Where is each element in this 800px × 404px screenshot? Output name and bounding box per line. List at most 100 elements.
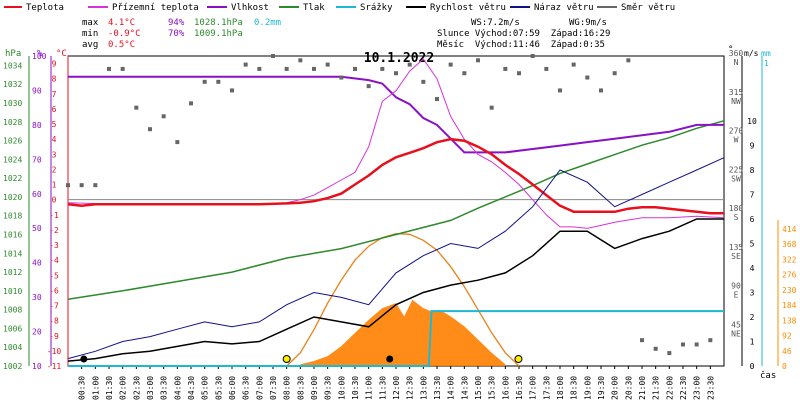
hpa-tick-label: 1016: [3, 230, 22, 239]
moonset-marker: [80, 355, 88, 363]
dir-deg-label: 225: [729, 165, 744, 174]
temp-tick-label: 9: [52, 60, 57, 69]
wind-dir-point: [284, 66, 289, 71]
pct-tick-label: 100: [32, 52, 47, 61]
wind-dir-point: [148, 127, 152, 132]
wind-dir-point: [626, 58, 631, 63]
wind-dir-point: [530, 54, 535, 58]
hpa-tick-label: 1012: [3, 268, 22, 277]
hpa-tick-label: 1030: [3, 99, 22, 108]
legend-naraz-vetru: Náraz větru: [534, 3, 594, 13]
wind-dir-point: [503, 66, 508, 71]
ms-tick-label: 5: [750, 239, 755, 248]
stat-avg-temp: 0.5°C: [108, 40, 135, 50]
hpa-tick-label: 1010: [3, 287, 22, 296]
temp-tick-label: -4: [49, 256, 59, 265]
wind-dir-point: [189, 101, 193, 106]
rad-tick-label: 92: [782, 332, 792, 341]
legend: Teplota Přízemní teplota Vlhkost Tlak Sr…: [4, 3, 675, 13]
sun-curve: [286, 232, 520, 367]
time-tick-label: 21:30: [652, 376, 661, 400]
series-prizemni-teplota: [67, 58, 725, 229]
wind-dir-point: [271, 54, 275, 58]
time-tick-label: 00:30: [78, 376, 87, 400]
time-tick-label: 13:00: [419, 376, 428, 400]
wind-dir-point: [243, 62, 248, 67]
time-tick-label: 17:30: [542, 376, 551, 400]
wind-dir-point: [517, 71, 521, 76]
wind-dir-point: [694, 342, 699, 347]
hpa-tick-label: 1026: [3, 137, 22, 146]
hpa-tick-label: 1028: [3, 118, 22, 127]
temp-tick-label: -7: [49, 302, 59, 311]
time-tick-label: 17:00: [529, 376, 538, 400]
axis-hpa-unit: hPa: [5, 49, 21, 59]
rad-tick-label: 414: [782, 225, 797, 234]
stats-block: max 4.1°C 94% 1028.1hPa 0.2mm min -0.9°C…: [82, 18, 610, 50]
wind-dir-point: [230, 88, 234, 93]
stat-max-label: max: [82, 18, 99, 28]
ms-tick-label: 10: [747, 117, 757, 126]
axis-c-unit: °C: [56, 49, 67, 59]
time-tick-label: 13:30: [433, 376, 442, 400]
stat-max-temp: 4.1°C: [108, 18, 135, 28]
hpa-tick-label: 1024: [3, 155, 22, 164]
time-tick-label: 23:30: [706, 376, 715, 400]
hpa-tick-label: 1008: [3, 306, 22, 315]
time-tick-label: 08:00: [283, 376, 292, 400]
pct-tick-label: 10: [32, 362, 42, 371]
chart-title: 10.1.2022: [364, 51, 434, 66]
time-tick-label: 23:00: [693, 376, 702, 400]
series-srazky: [68, 310, 724, 367]
temp-tick-label: 7: [52, 90, 57, 99]
ms-tick-label: 2: [750, 313, 755, 322]
rad-tick-label: 368: [782, 240, 797, 249]
legend-tlak: Tlak: [303, 3, 325, 13]
time-tick-label: 04:30: [187, 376, 196, 400]
axis-time-unit: čas: [760, 370, 776, 381]
pct-tick-label: 80: [32, 121, 42, 130]
stat-sun: Slunce Východ:07:59 Západ:16:29: [437, 29, 610, 39]
series-teplota: [67, 137, 724, 215]
time-tick-label: 09:00: [310, 376, 319, 400]
time-tick-label: 01:00: [91, 376, 100, 400]
wind-dir-point: [544, 66, 549, 71]
series-tlak: [67, 120, 725, 301]
wind-dir-point: [681, 342, 685, 347]
legend-vlhkost: Vlhkost: [231, 3, 269, 13]
wind-dir-point: [93, 183, 98, 188]
time-tick-label: 21:00: [638, 376, 647, 400]
temp-tick-label: -5: [49, 271, 59, 280]
temp-tick-label: 8: [52, 75, 57, 84]
wind-dir-point: [612, 71, 617, 76]
wind-dir-point: [708, 338, 713, 343]
stat-min-temp: -0.9°C: [108, 29, 141, 39]
pct-tick-label: 90: [32, 86, 42, 95]
axis-mm-top: 1: [764, 59, 769, 68]
temp-tick-label: 0: [52, 196, 57, 205]
wind-direction-points: [66, 54, 713, 356]
wind-dir-point: [79, 183, 84, 188]
hpa-tick-label: 1006: [3, 324, 22, 333]
legend-srazky: Srážky: [360, 3, 393, 13]
temp-tick-label: 2: [52, 165, 57, 174]
ms-tick-label: 7: [750, 190, 755, 199]
dir-deg-label: 180: [729, 204, 744, 213]
ms-tick-label: 6: [750, 215, 755, 224]
dir-name-label: E: [734, 291, 739, 300]
dir-deg-label: 90: [731, 282, 741, 291]
time-tick-label: 14:00: [447, 376, 456, 400]
wind-dir-point: [380, 66, 385, 71]
time-tick-label: 14:30: [460, 376, 469, 400]
stat-min-label: min: [82, 29, 98, 39]
dir-name-label: S: [734, 213, 739, 222]
temp-tick-label: 1: [52, 181, 57, 190]
time-tick-label: 15:00: [474, 376, 483, 400]
temp-tick-label: -8: [49, 317, 59, 326]
dir-deg-label: 45: [731, 320, 741, 329]
wind-dir-point: [448, 62, 453, 67]
hpa-tick-label: 1004: [3, 343, 22, 352]
time-tick-label: 08:30: [296, 376, 305, 400]
wind-dir-point: [202, 79, 207, 84]
